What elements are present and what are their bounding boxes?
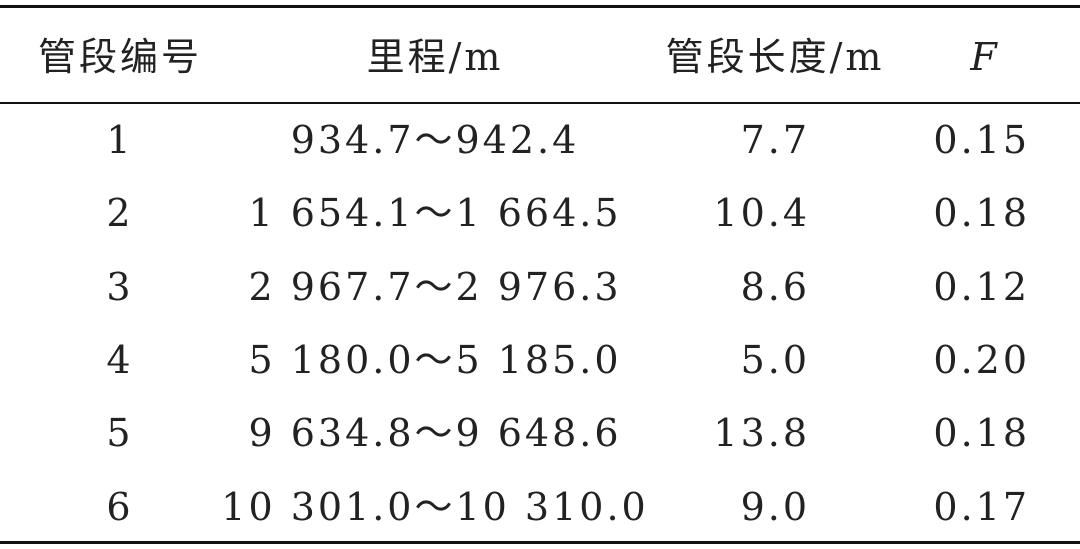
table-cell: 1 (106, 118, 134, 162)
table-cell: 934.7～942.4 (290, 118, 580, 162)
table-cell: 0.18 (933, 191, 1030, 236)
table-cell: 13.8 (713, 411, 810, 456)
table-cell: 5.0 (740, 337, 810, 382)
table-cell: 0.15 (933, 118, 1030, 162)
table-cell: 0.17 (933, 484, 1030, 529)
table-cell: 10 301.0～10 310.0 (221, 484, 649, 529)
table-cell: 3 (106, 264, 134, 309)
table-cell: 1 654.1～1 664.5 (248, 191, 622, 236)
bottom-rule (0, 541, 1080, 544)
table-cell: 9.0 (740, 484, 810, 529)
table-cell: 0.12 (933, 264, 1030, 309)
table-cell: 7.7 (740, 118, 810, 162)
table-cell: 0.18 (933, 411, 1030, 456)
table-cell: 10.4 (713, 191, 810, 236)
header-rule (0, 102, 1080, 104)
header-cell: 管段长度/m (665, 35, 885, 79)
table-cell: 2 967.7～2 976.3 (248, 264, 622, 309)
header-cell: 管段编号 (37, 35, 202, 79)
header-cell: F (970, 35, 1000, 79)
table-cell: 5 (106, 411, 134, 456)
top-rule (0, 5, 1080, 8)
table-cell: 4 (106, 337, 134, 382)
table-cell: 6 (106, 484, 134, 529)
table-cell: 2 (106, 191, 134, 236)
header-cell: 里程/m (366, 35, 504, 79)
table-cell: 8.6 (740, 264, 810, 309)
table-cell: 5 180.0～5 185.0 (248, 337, 622, 382)
table-cell: 9 634.8～9 648.6 (248, 411, 622, 456)
table-cell: 0.20 (933, 337, 1030, 382)
